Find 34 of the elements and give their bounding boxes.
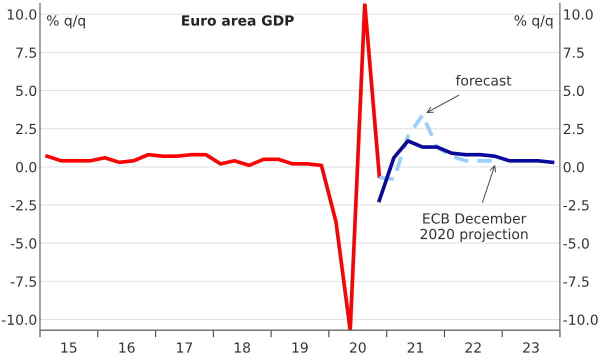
y2-tick-label: 10.0 [564,9,593,20]
x-tick-label: 16 [119,342,135,353]
y-tick-label: 0.0 [16,162,36,172]
x-tick-label: 22 [465,342,481,353]
y-tick-label: -2.5 [10,200,36,211]
y2-tick-label: 0.0 [564,162,584,172]
annotation: forecast [456,74,512,86]
y2-tick-label: -10.0 [563,314,598,326]
y-tick-label: 5.0 [16,86,36,96]
y2-tick-label: -5.0 [563,238,589,249]
x-tick-label: 17 [177,342,192,353]
line-series [45,4,382,330]
line-series [377,139,554,202]
y-axis-title: % q/q [47,15,85,28]
y2-tick-label: 5.0 [564,86,584,96]
y2-tick-label: 2.5 [564,124,584,134]
x-tick-label: 21 [408,342,424,353]
y2-tick-label: -2.5 [563,200,589,211]
text: Euro area GDP [182,15,294,26]
y2-tick-label: 7.5 [564,48,584,58]
y-tick-label: -5.0 [10,238,36,249]
y-tick-label: 10.0 [8,9,36,20]
x-tick-label: 23 [523,342,539,353]
y-tick-label: -10.0 [2,314,36,326]
y-tick-label: 2.5 [16,124,36,134]
y-tick-label: 7.5 [16,48,36,58]
x-tick-label: 15 [61,342,76,353]
annotation: ECB December 2020 projection [420,212,528,242]
x-tick-label: 20 [350,342,366,353]
x-tick-label: 18 [234,342,250,353]
y2-tick-label: -7.5 [563,276,589,287]
y-tick-label: -7.5 [10,276,36,287]
x-tick-label: 19 [292,342,308,353]
y2-axis-title: % q/q [514,15,552,28]
